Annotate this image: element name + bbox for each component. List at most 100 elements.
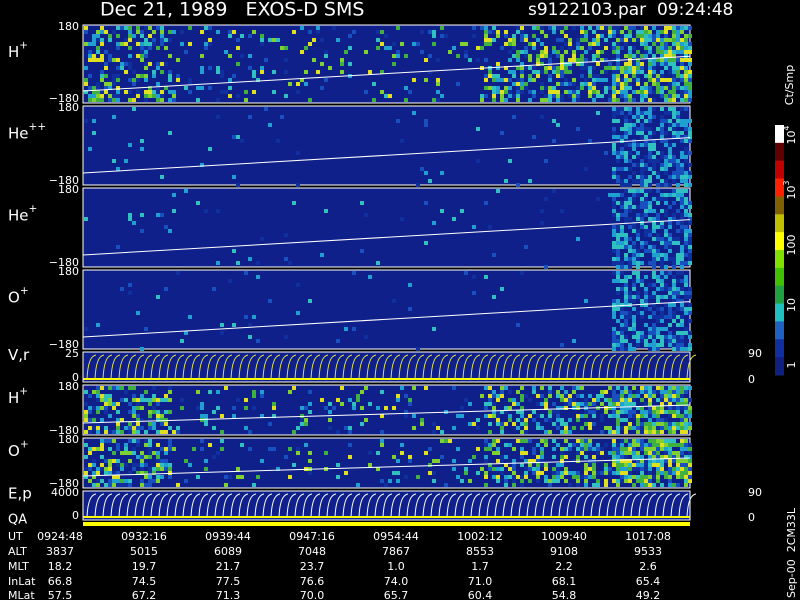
spectrogram-cell: [660, 426, 664, 430]
spectrogram-cell: [496, 189, 500, 193]
spectrogram-cell: [652, 323, 656, 327]
spectrogram-cell: [648, 167, 652, 171]
spectrogram-cell: [680, 343, 684, 347]
spectrogram-cell: [100, 439, 104, 443]
spectrogram-cell: [516, 439, 520, 443]
spectrogram-cell: [584, 410, 588, 414]
spectrogram-cell: [476, 471, 480, 475]
spectrogram-cell: [624, 426, 628, 430]
spectrogram-cell: [488, 386, 492, 390]
spectrogram-cell: [176, 74, 180, 78]
title: Dec 21, 1989 EXOS-D SMS: [100, 0, 364, 21]
spectrogram-cell: [560, 74, 564, 78]
spectrogram-cell: [644, 179, 648, 183]
spectrogram-cell: [128, 459, 132, 463]
spectrogram-cell: [496, 398, 500, 402]
spectrogram-cell: [260, 237, 264, 241]
spectrogram-cell: [672, 275, 676, 279]
spectrogram-cell: [156, 86, 160, 90]
spectrogram-cell: [676, 42, 680, 46]
spectrogram-cell: [620, 455, 624, 459]
spectrogram-cell: [584, 398, 588, 402]
spectrogram-cell: [656, 253, 660, 257]
spectrogram-cell: [404, 410, 408, 414]
arc: [398, 493, 409, 518]
spectrogram-cell: [680, 167, 684, 171]
spectrogram-cell: [236, 38, 240, 42]
spectrogram-cell: [592, 414, 596, 418]
spectrogram-cell: [660, 394, 664, 398]
spectrogram-cell: [656, 159, 660, 163]
spectrogram-cell: [656, 189, 660, 193]
spectrogram-cell: [660, 119, 664, 123]
spectrogram-cell: [652, 410, 656, 414]
spectrogram-cell: [524, 245, 528, 249]
spectrogram-cell: [628, 111, 632, 115]
spectrogram-cell: [652, 159, 656, 163]
spectrogram-cell: [672, 62, 676, 66]
spectrogram-cell: [684, 197, 688, 201]
spectrogram-cell: [540, 426, 544, 430]
spectrogram-cell: [676, 209, 680, 213]
spectrogram-cell: [500, 46, 504, 50]
spectrogram-cell: [684, 127, 688, 131]
table-cell: 0947:16: [289, 530, 335, 543]
spectrogram-cell: [528, 467, 532, 471]
spectrogram-cell: [204, 42, 208, 46]
spectrogram-cell: [140, 394, 144, 398]
spectrogram-cell: [260, 414, 264, 418]
spectrogram-cell: [624, 119, 628, 123]
spectrogram-cell: [500, 390, 504, 394]
spectrogram-cell: [432, 221, 436, 225]
spectrogram-cell: [664, 38, 668, 42]
spectrogram-cell: [660, 46, 664, 50]
spectrogram-cell: [632, 46, 636, 50]
spectrogram-cell: [612, 327, 616, 331]
spectrogram-cell: [200, 447, 204, 451]
spectrogram-cell: [640, 143, 644, 147]
spectrogram-cell: [200, 402, 204, 406]
spectrogram-cell: [640, 159, 644, 163]
spectrogram-cell: [392, 299, 396, 303]
spectrogram-cell: [616, 451, 620, 455]
spectrogram-cell: [100, 386, 104, 390]
spectrogram-cell: [628, 189, 632, 193]
spectrogram-cell: [640, 471, 644, 475]
spectrogram-cell: [176, 271, 180, 275]
spectrogram-cell: [624, 34, 628, 38]
arc: [158, 493, 169, 518]
arc: [278, 354, 289, 380]
spectrogram-cell: [552, 90, 556, 94]
spectrogram-cell: [640, 115, 644, 119]
spectrogram-cell: [672, 398, 676, 402]
spectrogram-cell: [104, 394, 108, 398]
spectrogram-cell: [612, 402, 616, 406]
spectrogram-cell: [648, 307, 652, 311]
spectrogram-cell: [396, 50, 400, 54]
spectrogram-cell: [400, 451, 404, 455]
spectrogram-cell: [684, 94, 688, 98]
spectrogram-cell: [632, 143, 636, 147]
spectrogram-cell: [640, 38, 644, 42]
spectrogram-cell: [612, 135, 616, 139]
spectrogram-cell: [620, 107, 624, 111]
spectrogram-cell: [664, 451, 668, 455]
spectrogram-cell: [660, 295, 664, 299]
spectrogram-cell: [632, 299, 636, 303]
spectrogram-cell: [488, 86, 492, 90]
spectrogram-cell: [576, 418, 580, 422]
arc: [198, 493, 209, 518]
spectrogram-cell: [664, 62, 668, 66]
spectrogram-cell: [660, 115, 664, 119]
spectrogram-cell: [252, 74, 256, 78]
spectrogram-cell: [644, 291, 648, 295]
spectrogram-cell: [596, 443, 600, 447]
spectrogram-cell: [676, 398, 680, 402]
spectrogram-cell: [240, 139, 244, 143]
spectrogram-cell: [676, 159, 680, 163]
spectrogram-cell: [616, 386, 620, 390]
spectrogram-cell: [600, 390, 604, 394]
arc: [542, 354, 553, 380]
spectrogram-cell: [296, 90, 300, 94]
spectrogram-cell: [552, 119, 556, 123]
